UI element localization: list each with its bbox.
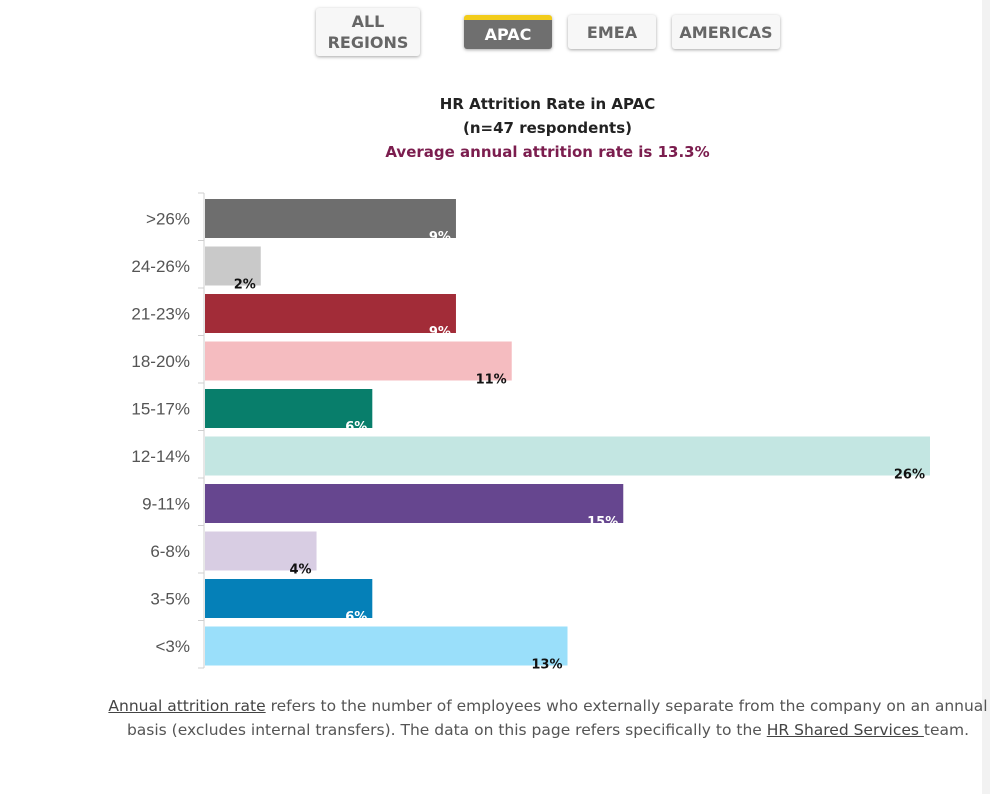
data-label: 4%: [289, 563, 311, 578]
data-label: 13%: [531, 658, 562, 673]
bar: [205, 579, 373, 618]
tab-all-regions-line2: REGIONS: [327, 33, 409, 52]
chart-title-block: HR Attrition Rate in APAC (n=47 responde…: [300, 92, 795, 164]
category-label: 12-14%: [131, 447, 190, 466]
footnote-text-2: team.: [923, 721, 970, 739]
category-label: <3%: [156, 637, 191, 656]
footnote: Annual attrition rate refers to the numb…: [108, 694, 988, 742]
average-annotation: Average annual attrition rate is 13.3%: [385, 143, 710, 161]
bar: [205, 294, 456, 333]
bar: [205, 484, 624, 523]
hr-shared-services-link[interactable]: HR Shared Services: [766, 721, 924, 739]
bar: [205, 436, 930, 476]
category-label: 24-26%: [131, 257, 190, 276]
data-label: 9%: [429, 325, 451, 340]
bar: [205, 626, 568, 666]
data-label: 6%: [345, 420, 367, 435]
data-label: 11%: [476, 373, 507, 388]
attrition-bar-chart: >26% 9% 24-26% 2% 21-23% 9% 18-20% 11% 15-17% 6% 1…: [131, 192, 930, 673]
category-label: 6-8%: [150, 542, 190, 561]
tab-americas[interactable]: AMERICAS: [672, 15, 780, 49]
chart-title: HR Attrition Rate in APAC: [439, 95, 656, 113]
chart-subtitle: (n=47 respondents): [463, 119, 632, 137]
tab-americas-label: AMERICAS: [679, 22, 773, 42]
bar: [205, 199, 456, 238]
tab-all-regions[interactable]: ALL REGIONS: [316, 8, 420, 56]
footnote-text-1: refers to the number of employees who ex…: [126, 697, 988, 739]
category-label: 18-20%: [131, 352, 190, 371]
tab-apac-label: APAC: [484, 25, 532, 44]
category-label: >26%: [146, 210, 190, 229]
bar: [205, 531, 317, 571]
bar: [205, 341, 512, 381]
tab-emea[interactable]: EMEA: [568, 15, 656, 49]
tab-emea-label: EMEA: [586, 22, 638, 42]
data-label: 9%: [429, 230, 451, 245]
data-label: 2%: [234, 278, 256, 293]
bar: [205, 246, 261, 286]
data-label: 26%: [894, 468, 925, 483]
category-label: 9-11%: [142, 495, 190, 514]
category-label: 21-23%: [131, 305, 190, 324]
tab-all-regions-line1: ALL: [351, 12, 385, 31]
data-label: 15%: [587, 515, 618, 530]
category-label: 15-17%: [131, 400, 190, 419]
tab-apac[interactable]: APAC: [464, 15, 552, 49]
annual-attrition-rate-link[interactable]: Annual attrition rate: [108, 697, 266, 715]
page-scrollbar-edge: [982, 0, 990, 794]
bar: [205, 389, 373, 428]
category-label: 3-5%: [150, 590, 190, 609]
data-label: 6%: [345, 610, 367, 625]
